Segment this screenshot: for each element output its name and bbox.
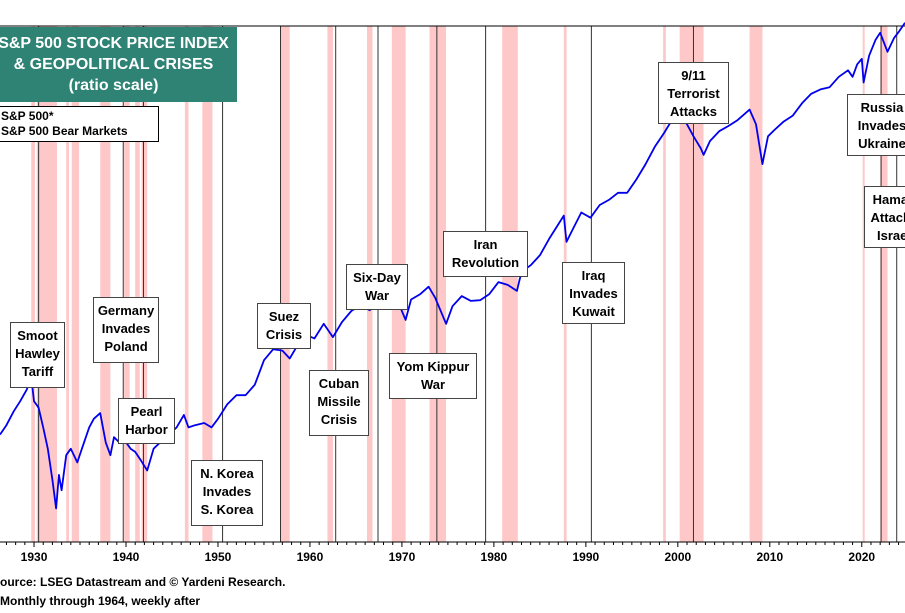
event-smoot-hawley: Smoot Hawley Tariff — [10, 322, 65, 388]
bear-market-band-6 — [135, 26, 140, 542]
bear-market-band-9 — [202, 26, 213, 542]
bear-market-band-10 — [280, 26, 290, 542]
x-tick-label-2000: 2000 — [664, 550, 691, 564]
x-tick-label-2010: 2010 — [756, 550, 783, 564]
event-russia-ukraine: Russia Invades Ukraine — [847, 94, 905, 156]
legend-item-bear-markets: S&P 500 Bear Markets — [1, 124, 128, 138]
bear-market-band-20 — [862, 26, 865, 542]
x-tick-label-1960: 1960 — [297, 550, 324, 564]
event-n-korea: N. Korea Invades S. Korea — [191, 460, 263, 526]
bear-market-band-19 — [749, 26, 763, 542]
event-yom-kippur: Yom Kippur War — [389, 353, 477, 399]
x-tick-label-1990: 1990 — [573, 550, 600, 564]
title-line-3: (ratio scale) — [68, 77, 159, 94]
title-line-1: S&P 500 STOCK PRICE INDEX — [0, 35, 229, 52]
bear-market-band-5 — [124, 26, 130, 542]
x-tick-label-1930: 1930 — [21, 550, 48, 564]
x-tick-label-2020: 2020 — [848, 550, 875, 564]
series-line-sp500 — [0, 22, 905, 510]
event-iran-revolution: Iran Revolution — [443, 231, 528, 277]
bear-market-band-11 — [327, 26, 333, 542]
title-line-2: & GEOPOLITICAL CRISES — [13, 56, 214, 73]
bear-market-band-4 — [100, 26, 111, 542]
bear-market-band-3 — [71, 26, 80, 542]
legend-item-sp500: S&P 500* — [1, 109, 54, 123]
x-tick-label-1940: 1940 — [113, 550, 140, 564]
bear-market-band-18 — [679, 26, 704, 542]
footnote-frequency: * Monthly through 1964, weekly after — [0, 594, 201, 608]
event-9-11: 9/11 Terrorist Attacks — [658, 62, 729, 124]
event-germany-poland: Germany Invades Poland — [93, 297, 159, 363]
bear-market-band-2 — [66, 26, 69, 542]
bear-market-band-1 — [36, 26, 58, 542]
x-tick-label-1950: 1950 — [205, 550, 232, 564]
event-pearl-harbor: Pearl Harbor — [118, 398, 175, 444]
event-hamas-israel: HamasAttacksIsrael — [864, 186, 905, 248]
bear-market-band-7 — [141, 26, 148, 542]
legend: S&P 500* S&P 500 Bear Markets — [0, 106, 159, 142]
x-tick-label-1980: 1980 — [481, 550, 508, 564]
bear-market-band-21 — [880, 26, 888, 542]
bear-market-band-14 — [429, 26, 447, 542]
bear-market-band-0 — [31, 26, 35, 542]
bear-market-band-15 — [502, 26, 518, 542]
x-tick-label-1970: 1970 — [389, 550, 416, 564]
event-suez-crisis: Suez Crisis — [257, 303, 311, 349]
event-iraq-kuwait: Iraq Invades Kuwait — [562, 262, 625, 324]
footnote-source: Source: LSEG Datastream and © Yardeni Re… — [0, 575, 286, 589]
chart-title: S&P 500 STOCK PRICE INDEX & GEOPOLITICAL… — [0, 27, 237, 102]
bear-market-band-8 — [184, 26, 189, 542]
event-cuban-missile: Cuban Missile Crisis — [309, 370, 369, 436]
event-six-day-war: Six-Day War — [346, 264, 408, 310]
bear-market-band-17 — [663, 26, 666, 542]
